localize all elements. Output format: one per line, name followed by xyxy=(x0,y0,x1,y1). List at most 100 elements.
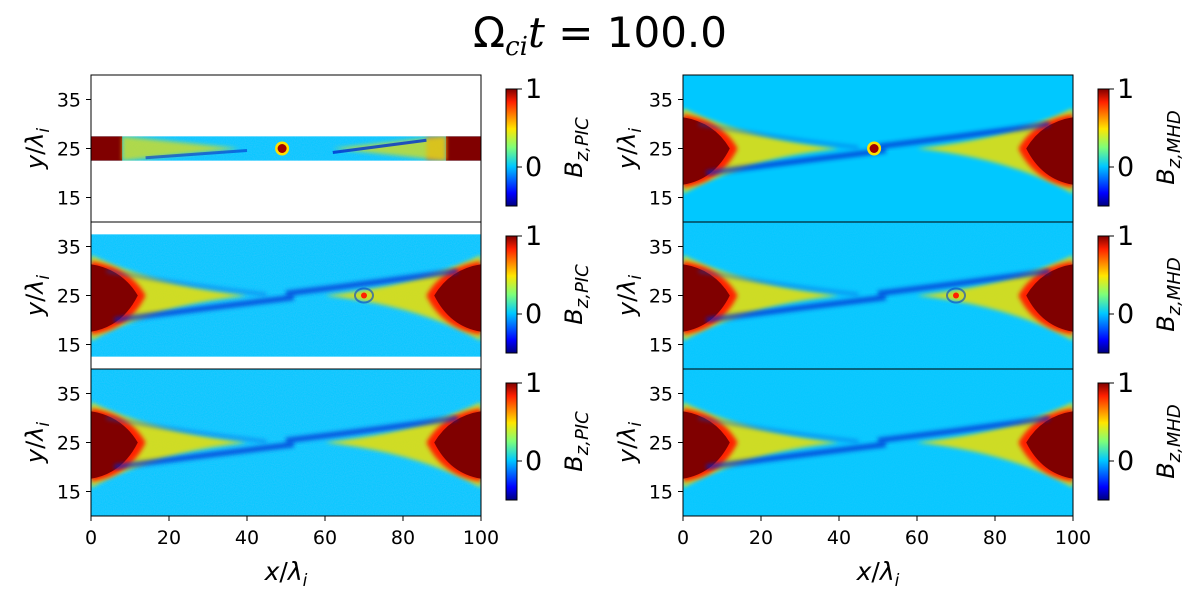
heatmap-pic-row2 xyxy=(91,234,481,357)
y-tick-label: 15 xyxy=(649,482,673,504)
x-tick-label: 60 xyxy=(905,527,929,549)
y-axis-label: y/λi xyxy=(21,422,54,465)
colorbar-tick-label: 1 xyxy=(525,221,542,252)
filament-upper-left xyxy=(698,269,859,296)
separatrix-right xyxy=(917,402,1073,488)
colorbar-tick-label: 1 xyxy=(1117,221,1134,252)
x-tick-label: 100 xyxy=(1055,527,1091,549)
colorbar xyxy=(505,88,518,207)
x-tick-label: 100 xyxy=(463,527,499,549)
x-tick-label: 0 xyxy=(677,527,689,549)
lobe-right xyxy=(1026,411,1073,479)
y-tick-label: 25 xyxy=(649,139,673,161)
lobe-left xyxy=(91,264,138,332)
y-tick-label: 35 xyxy=(57,237,81,259)
heatmap-pic-row1 xyxy=(91,136,481,161)
figure-title: Ωcit = 100.0 xyxy=(472,8,728,62)
colorbar-tick-label: 0 xyxy=(525,152,542,183)
y-tick-label: 25 xyxy=(57,139,81,161)
colorbar-label: Bz,PIC xyxy=(560,411,593,472)
filament-upper xyxy=(877,121,1050,149)
island-core xyxy=(869,144,879,153)
colorbar-tick-label: 0 xyxy=(525,446,542,477)
filament-lower xyxy=(706,295,887,323)
filament-upper xyxy=(285,268,458,296)
y-tick-label: 35 xyxy=(57,384,81,406)
colorbar-label: Bz,MHD xyxy=(1152,404,1185,479)
y-axis-label: y/λi xyxy=(21,275,54,318)
lobe-right xyxy=(434,264,481,332)
x-tick-label: 20 xyxy=(157,527,181,549)
colorbar-tick-label: 0 xyxy=(525,299,542,330)
colorbar xyxy=(505,382,518,501)
island-ring xyxy=(946,287,966,304)
x-tick-label: 80 xyxy=(391,527,415,549)
heatmap-mhd-row2 xyxy=(683,222,1073,369)
filament-lower xyxy=(706,442,887,470)
y-tick-label: 35 xyxy=(649,384,673,406)
y-tick-label: 35 xyxy=(649,90,673,112)
filament-upper xyxy=(877,415,1050,443)
heatmap-mhd-row3 xyxy=(683,369,1073,516)
separatrix-right xyxy=(917,108,1073,194)
island-ring xyxy=(354,287,374,304)
magnetic-island xyxy=(953,292,959,299)
y-tick-label: 15 xyxy=(57,335,81,357)
colorbar-tick-label: 0 xyxy=(1117,152,1134,183)
separatrix-left xyxy=(122,136,240,161)
lobe-left xyxy=(683,264,730,332)
lobe-left xyxy=(91,136,123,161)
y-tick-label: 25 xyxy=(57,286,81,308)
colorbar xyxy=(1097,235,1110,354)
y-tick-label: 35 xyxy=(57,90,81,112)
heatmap-mhd-row1 xyxy=(683,75,1073,222)
y-tick-label: 15 xyxy=(57,188,81,210)
x-tick-label: 40 xyxy=(827,527,851,549)
dip-right xyxy=(332,138,427,154)
y-tick-label: 25 xyxy=(649,433,673,455)
lobe-right xyxy=(1026,117,1073,185)
lobe-left xyxy=(683,117,730,185)
filament-lower xyxy=(114,295,295,323)
filament-upper xyxy=(285,415,458,443)
magnetic-island xyxy=(361,292,367,299)
x-tick-label: 0 xyxy=(85,527,97,549)
x-axis-label: x/λi xyxy=(264,557,308,591)
lobe-left xyxy=(683,411,730,479)
colorbar-label: Bz,PIC xyxy=(560,117,593,178)
filament-upper xyxy=(877,268,1050,296)
filament-upper-left xyxy=(698,122,859,149)
colorbar-tick-label: 1 xyxy=(1117,74,1134,105)
x-tick-label: 80 xyxy=(983,527,1007,549)
heatmap-pic-row3 xyxy=(91,369,481,516)
y-axis-label: y/λi xyxy=(613,275,646,318)
colorbar-label: Bz,MHD xyxy=(1152,257,1185,332)
y-axis-label: y/λi xyxy=(613,128,646,171)
filament-upper-left xyxy=(698,416,859,443)
colorbar-tick-label: 1 xyxy=(525,74,542,105)
colorbar-tick-label: 0 xyxy=(1117,446,1134,477)
y-tick-label: 35 xyxy=(649,237,673,259)
colorbar xyxy=(1097,88,1110,207)
y-axis-label: y/λi xyxy=(21,128,54,171)
lobe-right xyxy=(445,136,481,161)
y-tick-label: 15 xyxy=(57,482,81,504)
lobe-left xyxy=(91,411,138,479)
colorbar xyxy=(1097,382,1110,501)
dip-left xyxy=(145,149,248,160)
separatrix-right xyxy=(325,402,481,488)
filament-lower xyxy=(114,442,295,470)
colorbar xyxy=(505,235,518,354)
lobe-right xyxy=(434,411,481,479)
island-core xyxy=(277,144,287,153)
x-tick-label: 60 xyxy=(313,527,337,549)
colorbar-label: Bz,MHD xyxy=(1152,110,1185,185)
filament-upper-left xyxy=(106,269,267,296)
colorbar-label: Bz,PIC xyxy=(560,264,593,325)
y-tick-label: 25 xyxy=(57,433,81,455)
x-axis-label: x/λi xyxy=(856,557,900,591)
separatrix-right xyxy=(917,255,1073,341)
separatrix-right xyxy=(325,255,481,341)
